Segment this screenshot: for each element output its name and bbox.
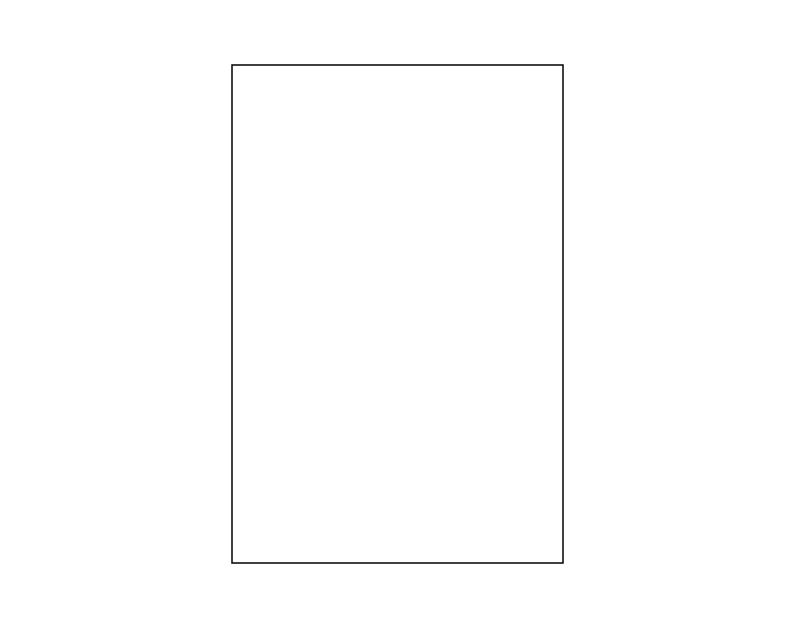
map-frame xyxy=(231,64,564,564)
